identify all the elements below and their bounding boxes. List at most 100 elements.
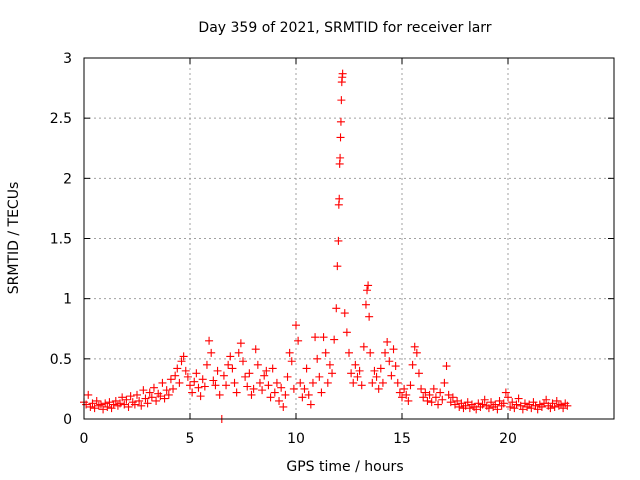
data-point xyxy=(436,388,445,397)
data-point xyxy=(255,378,264,387)
data-point xyxy=(149,383,158,392)
data-point xyxy=(311,333,320,342)
grid xyxy=(84,58,614,419)
data-point xyxy=(361,300,370,309)
data-point xyxy=(96,400,105,409)
data-point xyxy=(264,381,273,390)
data-point xyxy=(169,384,178,393)
data-point xyxy=(533,405,542,414)
data-point xyxy=(363,286,372,295)
data-point xyxy=(306,400,315,409)
data-point xyxy=(272,378,281,387)
data-point xyxy=(499,399,508,408)
data-point xyxy=(389,345,398,354)
data-point xyxy=(410,342,419,351)
data-point xyxy=(406,381,415,390)
data-point xyxy=(478,400,487,409)
data-point xyxy=(183,372,192,381)
data-point xyxy=(335,194,344,203)
data-point xyxy=(504,393,512,402)
data-point xyxy=(90,404,99,413)
data-point xyxy=(376,364,385,373)
data-point xyxy=(442,362,451,371)
data-point xyxy=(508,398,517,407)
data-point xyxy=(383,337,392,346)
data-point xyxy=(116,399,125,408)
data-point xyxy=(330,335,339,344)
data-point xyxy=(105,398,114,407)
plot-frame xyxy=(83,57,615,420)
data-point xyxy=(234,348,243,357)
data-point xyxy=(366,348,375,357)
data-point xyxy=(279,402,288,411)
data-point xyxy=(258,386,267,395)
data-point xyxy=(351,360,360,369)
data-point xyxy=(404,396,413,405)
data-point xyxy=(196,392,205,401)
data-point xyxy=(186,381,194,390)
data-point xyxy=(281,390,290,399)
data-point xyxy=(417,384,426,393)
data-point xyxy=(398,393,406,402)
data-point xyxy=(188,388,197,397)
x-tick-label: 10 xyxy=(287,431,305,447)
data-point xyxy=(387,371,396,380)
data-point xyxy=(431,393,440,402)
x-tick-label: 15 xyxy=(393,431,411,447)
data-point xyxy=(247,390,256,399)
data-point xyxy=(139,386,148,395)
data-point xyxy=(446,398,455,407)
data-point xyxy=(147,393,156,402)
data-point xyxy=(194,383,203,392)
data-point xyxy=(391,362,400,371)
data-point xyxy=(491,400,500,409)
data-point xyxy=(84,390,93,399)
data-point xyxy=(298,393,307,402)
data-point xyxy=(296,378,305,387)
data-point xyxy=(552,396,561,405)
data-point xyxy=(480,395,489,404)
data-point xyxy=(333,262,342,271)
data-point xyxy=(177,357,186,366)
data-point xyxy=(300,384,309,393)
data-point xyxy=(340,309,349,318)
data-point xyxy=(130,400,139,409)
data-point xyxy=(236,339,245,348)
data-point xyxy=(313,354,322,363)
data-point xyxy=(285,348,294,357)
x-tick-label: 0 xyxy=(80,431,89,447)
data-point xyxy=(325,360,334,369)
data-point xyxy=(434,400,443,409)
x-axis-label: GPS time / hours xyxy=(286,459,403,475)
data-point xyxy=(527,404,536,413)
data-point xyxy=(213,366,222,375)
data-point xyxy=(393,378,402,387)
data-point xyxy=(268,364,277,373)
data-point xyxy=(359,342,368,351)
data-point xyxy=(444,390,453,399)
chart-title: Day 359 of 2021, SRMTID for receiver lar… xyxy=(198,20,491,36)
data-point xyxy=(487,398,496,407)
data-point xyxy=(275,396,284,405)
data-point xyxy=(421,388,430,397)
data-point xyxy=(453,396,462,405)
data-point xyxy=(334,236,343,245)
data-point xyxy=(304,390,313,399)
y-tick-label: 3 xyxy=(63,51,72,67)
data-point xyxy=(289,384,298,393)
data-point xyxy=(160,394,169,403)
data-point xyxy=(370,366,379,375)
data-point xyxy=(219,371,228,380)
data-point xyxy=(166,375,175,384)
data-point xyxy=(457,399,466,408)
data-point xyxy=(402,390,411,399)
data-point xyxy=(495,396,504,405)
data-point xyxy=(425,390,434,399)
data-point xyxy=(287,357,296,366)
data-point xyxy=(99,405,108,414)
data-point xyxy=(192,369,201,378)
y-tick-label: 1 xyxy=(63,292,72,308)
y-tick-label: 0 xyxy=(63,412,72,428)
y-tick-label: 2 xyxy=(63,171,72,187)
